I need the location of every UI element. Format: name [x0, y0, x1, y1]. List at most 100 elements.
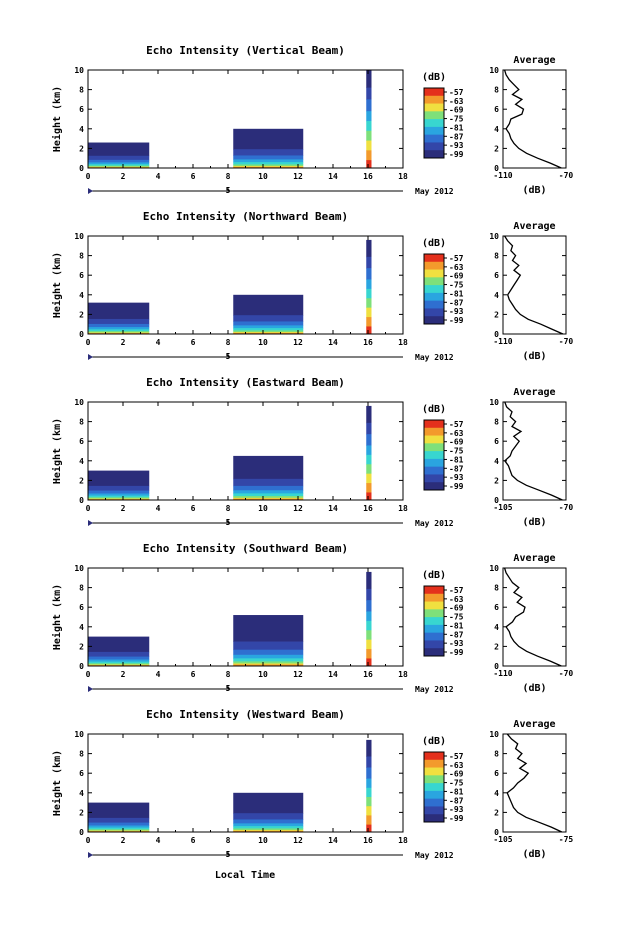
intensity-band [233, 162, 304, 165]
average-frame [502, 235, 567, 335]
date-axis-marker [88, 686, 93, 692]
date-label: May 2012 [415, 851, 454, 860]
colorbar: (dB)-57-63-69-75-81-87-93-99 [422, 238, 464, 325]
x-tick-label: 14 [328, 504, 338, 513]
colorbar-swatch [424, 111, 444, 120]
colorbar-swatch [424, 103, 444, 112]
colorbar-label: (dB) [422, 72, 446, 83]
average-y-tick-label: 4 [494, 623, 499, 632]
intensity-band [88, 817, 150, 823]
x-tick-label: 16 [363, 504, 373, 513]
colorbar-swatch [424, 466, 444, 475]
intensity-band [366, 620, 372, 631]
colorbar-swatch [424, 458, 444, 468]
average-profile-line [506, 733, 563, 833]
y-tick-label: 10 [74, 398, 84, 407]
average-profile-line [503, 69, 562, 169]
date-tick-label: 5 [226, 850, 231, 859]
intensity-band [233, 497, 304, 500]
data-segment-2 [233, 128, 304, 169]
panel-5: Echo Intensity (Westward Beam) Height (km… [51, 708, 573, 860]
intensity-band [233, 332, 304, 335]
colorbar-swatch [424, 752, 444, 761]
average-x-tick-label: -110 [493, 171, 512, 180]
x-tick-label: 8 [226, 172, 231, 181]
colorbar-tick-label: -75 [449, 613, 464, 622]
intensity-band [233, 332, 304, 334]
intensity-band [366, 288, 372, 299]
data-segment-3 [366, 571, 372, 667]
colorbar-tick-label: -93 [449, 473, 464, 482]
data-segment-2 [233, 792, 304, 833]
average-y-tick-label: 0 [494, 662, 499, 671]
average-y-tick-label: 8 [494, 584, 499, 593]
average-panel: Average 0 2 4 6 8 10 -105 -75 (dB) [489, 719, 573, 860]
date-label: May 2012 [415, 685, 454, 694]
colorbar-swatch [424, 482, 444, 491]
panel-title: Echo Intensity (Eastward Beam) [146, 376, 345, 389]
average-x-tick-label: -70 [559, 503, 574, 512]
average-y-tick-label: 6 [494, 437, 499, 446]
colorbar-swatch [424, 443, 444, 452]
colorbar-tick-label: -99 [449, 814, 464, 823]
intensity-band [366, 422, 372, 435]
intensity-band [366, 99, 372, 112]
y-tick-label: 6 [79, 603, 84, 612]
intensity-band [233, 325, 304, 329]
colorbar-tick-label: -81 [449, 289, 464, 298]
intensity-band [366, 815, 372, 826]
average-x-tick-label: -110 [493, 669, 512, 678]
colorbar-frame [423, 585, 445, 657]
y-axis-label: Height (km) [51, 252, 63, 318]
colorbar-swatch [424, 759, 444, 768]
x-tick-label: 2 [121, 338, 126, 347]
x-tick-label: 18 [398, 670, 408, 679]
y-tick-label: 10 [74, 564, 84, 573]
intensity-band [88, 155, 150, 161]
colorbar-swatch [424, 593, 444, 602]
colorbar-swatch [424, 142, 444, 151]
intensity-band [366, 658, 372, 667]
average-title: Average [513, 719, 555, 730]
intensity-band [233, 166, 304, 169]
average-y-tick-label: 8 [494, 252, 499, 261]
y-tick-label: 10 [74, 232, 84, 241]
date-axis-marker [88, 520, 93, 526]
x-tick-label: 4 [156, 836, 161, 845]
average-title: Average [513, 387, 555, 398]
colorbar-swatch [424, 624, 444, 634]
average-y-tick-label: 4 [494, 125, 499, 134]
average-y-tick-label: 2 [494, 808, 499, 817]
average-panel: Average 0 2 4 6 8 10 -105 -70 (dB) [489, 387, 573, 528]
date-label: May 2012 [415, 187, 454, 196]
panel-title: Echo Intensity (Westward Beam) [146, 708, 345, 721]
y-tick-label: 0 [79, 828, 84, 837]
x-tick-label: 18 [398, 338, 408, 347]
intensity-band [88, 659, 150, 662]
panel-3: Echo Intensity (Eastward Beam) Height (km… [51, 376, 573, 528]
y-axis-label: Height (km) [51, 418, 63, 484]
x-tick-label: 16 [363, 836, 373, 845]
average-x-tick-label: -105 [493, 503, 512, 512]
intensity-band [366, 160, 372, 169]
intensity-band [233, 164, 304, 167]
x-tick-label: 6 [191, 504, 196, 513]
colorbar-tick-label: -75 [449, 447, 464, 456]
intensity-band [233, 493, 304, 497]
intensity-band [88, 827, 150, 830]
intensity-band [233, 498, 304, 500]
x-tick-label: 8 [226, 670, 231, 679]
intensity-band [366, 824, 372, 833]
data-segment-2 [233, 455, 304, 501]
colorbar-tick-label: -63 [449, 429, 464, 438]
intensity-band [88, 829, 150, 831]
colorbar-tick-label: -57 [449, 254, 464, 263]
colorbar-swatch [424, 292, 444, 302]
intensity-band [366, 649, 372, 659]
y-tick-label: 0 [79, 330, 84, 339]
colorbar-swatch [424, 95, 444, 104]
colorbar-tick-label: -75 [449, 115, 464, 124]
data-segment-3 [366, 70, 372, 169]
x-tick-label: 8 [226, 338, 231, 347]
